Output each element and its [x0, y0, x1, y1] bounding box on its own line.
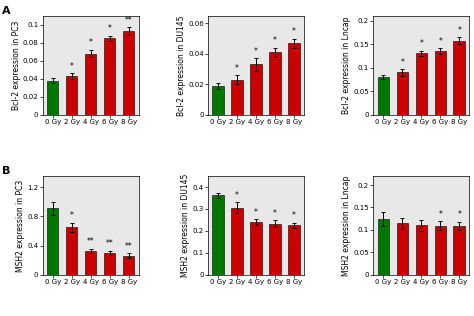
Text: **: ** [87, 237, 95, 246]
Bar [435, 226, 446, 275]
Text: *: * [292, 27, 296, 36]
Text: *: * [89, 39, 92, 47]
Y-axis label: MSH2 expression in Lncap: MSH2 expression in Lncap [342, 175, 351, 276]
Y-axis label: Bcl-2 expression in DU145: Bcl-2 expression in DU145 [177, 15, 186, 116]
Bar [85, 54, 96, 115]
Text: *: * [235, 64, 239, 73]
Bar [123, 256, 134, 275]
Bar [397, 72, 408, 115]
Bar [85, 251, 96, 275]
Text: *: * [254, 208, 258, 217]
Text: *: * [457, 210, 461, 219]
Bar [231, 80, 243, 115]
Text: *: * [292, 211, 296, 220]
Text: *: * [457, 26, 461, 35]
Bar [416, 226, 427, 275]
Text: *: * [235, 191, 239, 200]
Bar [397, 223, 408, 275]
Text: *: * [70, 62, 73, 71]
Bar [104, 253, 115, 275]
Bar [454, 226, 465, 275]
Text: **: ** [125, 242, 133, 251]
Text: *: * [273, 36, 277, 45]
Bar [47, 208, 58, 275]
Text: *: * [70, 211, 73, 220]
Bar [104, 38, 115, 115]
Bar [288, 43, 300, 115]
Text: B: B [2, 166, 11, 176]
Bar [269, 52, 281, 115]
Text: **: ** [106, 239, 114, 248]
Y-axis label: Bcl-2 expression in PC3: Bcl-2 expression in PC3 [12, 21, 21, 110]
Bar [378, 77, 389, 115]
Y-axis label: MSH2 expression in DU145: MSH2 expression in DU145 [182, 174, 191, 277]
Text: A: A [2, 6, 11, 16]
Text: *: * [438, 210, 442, 219]
Text: *: * [419, 39, 423, 48]
Bar [454, 41, 465, 115]
Bar [66, 227, 77, 275]
Bar [435, 51, 446, 115]
Bar [416, 53, 427, 115]
Bar [212, 86, 224, 115]
Text: *: * [108, 24, 111, 33]
Bar [269, 224, 281, 275]
Text: *: * [254, 47, 258, 56]
Text: *: * [273, 209, 277, 218]
Y-axis label: Bcl-2 expression in Lncap: Bcl-2 expression in Lncap [342, 16, 351, 114]
Y-axis label: MSH2 expression in PC3: MSH2 expression in PC3 [16, 179, 25, 271]
Bar [66, 76, 77, 115]
Bar [47, 81, 58, 115]
Text: *: * [438, 37, 442, 46]
Bar [250, 222, 262, 275]
Bar [212, 195, 224, 275]
Text: *: * [401, 58, 404, 67]
Bar [250, 64, 262, 115]
Bar [378, 219, 389, 275]
Text: **: ** [125, 16, 133, 25]
Bar [288, 226, 300, 275]
Bar [231, 208, 243, 275]
Bar [123, 31, 134, 115]
